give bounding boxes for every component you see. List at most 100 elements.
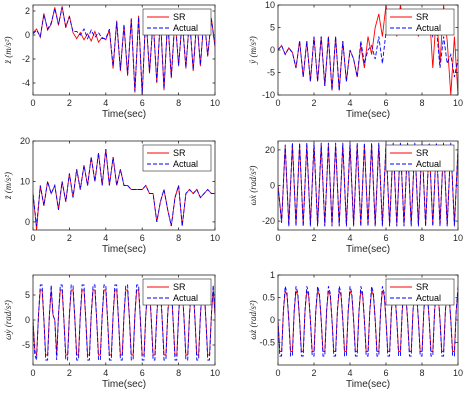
legend-entry: Actual bbox=[416, 293, 441, 303]
x-tick-label: 6 bbox=[383, 368, 388, 378]
legend-box bbox=[142, 8, 212, 36]
x-tick-label: 10 bbox=[210, 368, 220, 378]
y-tick-label: 20 bbox=[265, 145, 275, 155]
x-axis-label: Time(sec) bbox=[102, 244, 146, 255]
y-tick-label: 10 bbox=[20, 176, 30, 186]
x-tick-label: 2 bbox=[311, 368, 316, 378]
y-axis-label: ÿ (m/s²) bbox=[248, 36, 258, 64]
y-tick-label: 0 bbox=[25, 315, 30, 325]
y-tick-label: 5 bbox=[270, 23, 275, 33]
y-tick-label: 0 bbox=[270, 45, 275, 55]
x-tick-label: 8 bbox=[419, 233, 424, 243]
x-tick-label: 10 bbox=[453, 98, 463, 108]
legend-box bbox=[385, 144, 455, 172]
x-tick-label: 4 bbox=[347, 98, 352, 108]
y-tick-label: 0 bbox=[270, 315, 275, 325]
x-tick-label: 10 bbox=[210, 233, 220, 243]
x-tick-label: 6 bbox=[140, 233, 145, 243]
y-axis-label: ω̇x (rad/s²) bbox=[248, 166, 258, 206]
legend-entry: Actual bbox=[173, 159, 198, 169]
x-axis-label: Time(sec) bbox=[346, 109, 390, 120]
x-tick-label: 6 bbox=[383, 233, 388, 243]
x-tick-label: 4 bbox=[103, 233, 108, 243]
series-actual-line bbox=[33, 7, 215, 94]
y-axis-label: z̈ (m/s²) bbox=[3, 37, 13, 65]
y-tick-label: 1 bbox=[270, 270, 275, 280]
legend-entry: SR bbox=[173, 12, 186, 22]
y-tick-label: -2 bbox=[22, 54, 30, 64]
x-axis-label: Time(sec) bbox=[102, 379, 146, 390]
y-axis-label: ω̇y (rad/s²) bbox=[3, 300, 13, 340]
x-tick-label: 4 bbox=[103, 368, 108, 378]
x-tick-label: 6 bbox=[140, 98, 145, 108]
legend-box bbox=[385, 8, 455, 36]
x-tick-label: 8 bbox=[419, 368, 424, 378]
y-tick-label: -5 bbox=[22, 340, 30, 350]
y-tick-label: 2 bbox=[25, 6, 30, 16]
legend-entry: Actual bbox=[416, 159, 441, 169]
x-tick-label: 2 bbox=[311, 98, 316, 108]
axes-box bbox=[32, 4, 216, 96]
legend-entry: SR bbox=[416, 282, 429, 292]
legend-entry: Actual bbox=[173, 23, 198, 33]
x-tick-label: 0 bbox=[275, 98, 280, 108]
x-tick-label: 10 bbox=[453, 233, 463, 243]
y-tick-label: -4 bbox=[22, 78, 30, 88]
y-tick-label: 10 bbox=[265, 0, 275, 10]
y-axis-label: ω̇z (rad/s²) bbox=[248, 300, 258, 339]
legend-entry: Actual bbox=[416, 23, 441, 33]
x-tick-label: 0 bbox=[30, 368, 35, 378]
y-tick-label: 0 bbox=[25, 217, 30, 227]
x-tick-label: 10 bbox=[210, 98, 220, 108]
x-tick-label: 0 bbox=[275, 233, 280, 243]
x-tick-label: 8 bbox=[176, 368, 181, 378]
y-tick-label: -0.5 bbox=[259, 338, 275, 348]
x-tick-label: 8 bbox=[176, 233, 181, 243]
x-tick-label: 2 bbox=[67, 98, 72, 108]
x-tick-label: 0 bbox=[275, 368, 280, 378]
x-tick-label: 0 bbox=[30, 98, 35, 108]
legend-entry: SR bbox=[416, 12, 429, 22]
x-tick-label: 4 bbox=[103, 98, 108, 108]
chart-panel-6: 0 2 4 6 8 10 1 0.5 0 -0.5 Time(sec) ω̇z (rad/s²) SRA… bbox=[248, 270, 463, 390]
y-tick-label: 5 bbox=[25, 290, 30, 300]
x-tick-label: 2 bbox=[67, 368, 72, 378]
axes-box bbox=[32, 140, 216, 231]
series-actual-line bbox=[33, 284, 215, 361]
chart-panel-2: 0 2 4 6 8 10 10 5 0 -5 -10 Time(sec) ÿ (m/s²) SRActua… bbox=[248, 0, 463, 120]
legend-entry: SR bbox=[173, 148, 186, 158]
x-axis-label: Time(sec) bbox=[346, 244, 390, 255]
legend-entry: Actual bbox=[173, 293, 198, 303]
y-tick-label: 20 bbox=[20, 136, 30, 146]
y-tick-label: -5 bbox=[267, 68, 275, 78]
y-tick-label: 0 bbox=[25, 30, 30, 40]
y-tick-label: 0 bbox=[270, 181, 275, 191]
x-tick-label: 0 bbox=[30, 233, 35, 243]
legend-box bbox=[142, 278, 212, 306]
x-tick-label: 4 bbox=[347, 368, 352, 378]
y-tick-label: 0.5 bbox=[262, 293, 275, 303]
legend-entry: SR bbox=[173, 282, 186, 292]
x-tick-label: 2 bbox=[67, 233, 72, 243]
x-tick-label: 6 bbox=[140, 368, 145, 378]
x-tick-label: 8 bbox=[176, 98, 181, 108]
legend-box bbox=[142, 144, 212, 172]
y-axis-label: z̈ (m/s²) bbox=[3, 172, 13, 200]
x-tick-label: 10 bbox=[453, 368, 463, 378]
x-axis-label: Time(sec) bbox=[102, 109, 146, 120]
series-actual-line bbox=[33, 149, 215, 227]
y-tick-label: -20 bbox=[262, 216, 275, 226]
x-tick-label: 8 bbox=[419, 98, 424, 108]
legend-entry: SR bbox=[416, 148, 429, 158]
legend-box bbox=[385, 278, 455, 306]
x-tick-label: 6 bbox=[383, 98, 388, 108]
